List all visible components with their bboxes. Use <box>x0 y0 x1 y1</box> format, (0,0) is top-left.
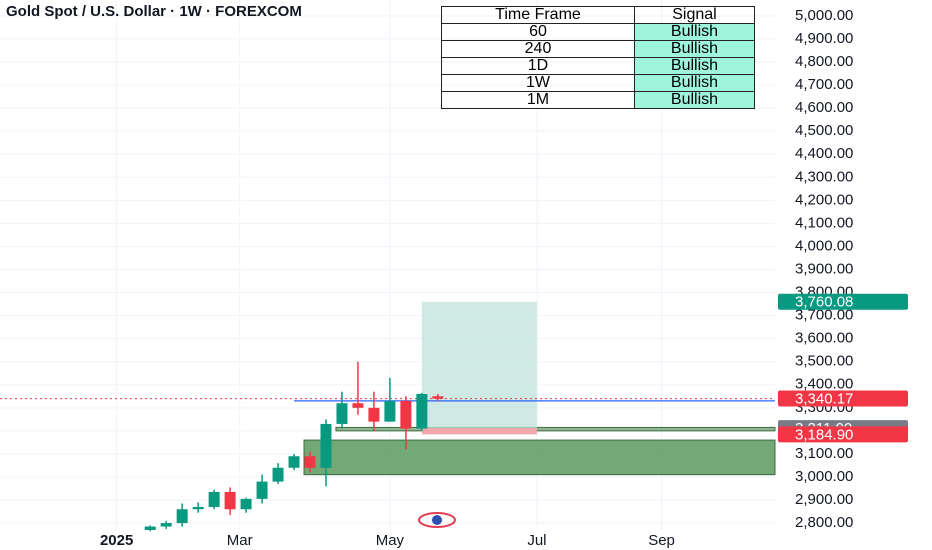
x-tick-label: Jul <box>527 532 546 549</box>
table-row: 240 Bullish <box>441 40 755 58</box>
y-tick-label: 3,600.00 <box>795 330 853 347</box>
y-tick-label: 2,900.00 <box>795 491 853 508</box>
table-cell: 1M <box>441 91 635 109</box>
y-tick-label: 3,900.00 <box>795 260 853 277</box>
table-cell: 1W <box>441 74 635 92</box>
x-tick-label: Mar <box>227 532 253 549</box>
y-tick-label: 3,400.00 <box>795 376 853 393</box>
y-tick-label: 4,700.00 <box>795 76 853 93</box>
candle-body <box>224 491 236 510</box>
price-tag-label: 3,760.08 <box>795 294 853 311</box>
chart-title: Gold Spot / U.S. Dollar · 1W · FOREXCOM <box>6 3 302 20</box>
y-tick-label: 4,000.00 <box>795 237 853 254</box>
candle-body <box>384 400 396 422</box>
candle-body <box>240 498 252 510</box>
y-tick-label: 4,100.00 <box>795 214 853 231</box>
y-tick-label: 4,300.00 <box>795 168 853 185</box>
y-tick-label: 3,700.00 <box>795 307 853 324</box>
y-tick-label: 4,800.00 <box>795 53 853 70</box>
zone <box>335 426 776 432</box>
price-tag <box>778 426 908 443</box>
y-tick-label: 4,500.00 <box>795 122 853 139</box>
candle-body <box>208 491 220 507</box>
x-tick-label: 2025 <box>100 532 133 549</box>
logo-ring <box>418 512 456 528</box>
logo-dot <box>432 515 442 525</box>
table-row: 1W Bullish <box>441 74 755 92</box>
candle-body <box>288 456 300 468</box>
candle-body <box>144 526 156 530</box>
y-tick-label: 4,900.00 <box>795 30 853 47</box>
candle-body <box>400 400 412 429</box>
table-cell: 60 <box>441 23 635 41</box>
price-tag-label: 3,340.17 <box>795 391 853 408</box>
stop-area <box>421 428 537 435</box>
table-cell: Bullish <box>634 57 755 75</box>
y-tick-label: 3,000.00 <box>795 468 853 485</box>
price-tag <box>778 293 908 310</box>
candle-body <box>160 523 172 527</box>
candle-body <box>320 423 332 468</box>
table-cell: Bullish <box>634 40 755 58</box>
candle-body <box>272 467 284 482</box>
table-header: Time Frame Signal <box>441 6 755 24</box>
x-tick-label: Sep <box>648 532 675 549</box>
y-tick-label: 4,400.00 <box>795 145 853 162</box>
candle-body <box>256 481 268 499</box>
candle-body <box>304 456 316 468</box>
table-row: 1D Bullish <box>441 57 755 75</box>
table-cell: Bullish <box>634 91 755 109</box>
header-cell: Time Frame <box>441 6 635 24</box>
y-tick-label: 4,600.00 <box>795 99 853 116</box>
table-row: 60 Bullish <box>441 23 755 41</box>
candle-body <box>368 407 380 422</box>
zone <box>303 439 776 476</box>
y-tick-label: 3,100.00 <box>795 445 853 462</box>
price-tag <box>778 390 908 407</box>
table-row: 1M Bullish <box>441 91 755 109</box>
y-tick-label: 3,500.00 <box>795 353 853 370</box>
candle-body <box>432 396 444 399</box>
table-cell: 240 <box>441 40 635 58</box>
price-tag-label: 3,184.90 <box>795 426 853 443</box>
table-cell: Bullish <box>634 74 755 92</box>
candle-body <box>192 506 204 510</box>
candle-body <box>352 403 364 408</box>
signal-table: Time Frame Signal 60 Bullish 240 Bullish 1D Bul… <box>441 6 755 109</box>
logo <box>418 512 456 528</box>
y-tick-label: 2,800.00 <box>795 514 853 531</box>
table-cell: Bullish <box>634 23 755 41</box>
y-tick-label: 5,000.00 <box>795 7 853 24</box>
plot <box>0 301 776 532</box>
table-cell: 1D <box>441 57 635 75</box>
candle-body <box>336 403 348 424</box>
candle-body <box>416 393 428 429</box>
x-tick-label: May <box>376 532 405 549</box>
header-cell: Signal <box>634 6 755 24</box>
y-tick-label: 4,200.00 <box>795 191 853 208</box>
target-area <box>421 301 537 429</box>
candle-body <box>176 509 188 524</box>
